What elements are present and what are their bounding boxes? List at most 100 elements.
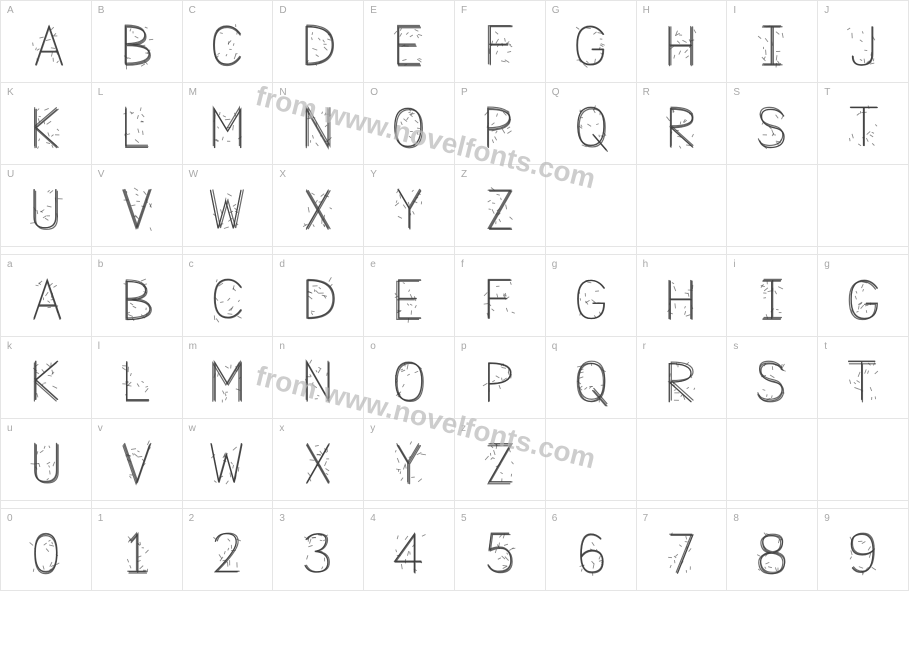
glyph-cell: c — [183, 255, 274, 337]
glyph-cell: 0 — [1, 509, 92, 591]
cell-label: b — [98, 259, 104, 270]
glyph — [387, 21, 431, 71]
cell-label: 7 — [643, 513, 649, 524]
glyph-cell: h — [637, 255, 728, 337]
glyph — [205, 529, 249, 579]
glyph-cell: l — [92, 337, 183, 419]
cell-label: E — [370, 5, 377, 16]
glyph — [478, 21, 522, 71]
glyph-cell: b — [92, 255, 183, 337]
glyph-cell: g — [546, 255, 637, 337]
glyph-cell: f — [455, 255, 546, 337]
cell-label: q — [552, 341, 558, 352]
glyph — [478, 103, 522, 153]
cell-label: k — [7, 341, 12, 352]
spacer-cell — [637, 247, 728, 255]
glyph — [115, 357, 159, 407]
glyph-cell: w — [183, 419, 274, 501]
cell-label: U — [7, 169, 14, 180]
glyph-cell: g — [818, 255, 909, 337]
cell-label: d — [279, 259, 285, 270]
glyph — [115, 439, 159, 489]
cell-label: Q — [552, 87, 560, 98]
glyph-cell: 5 — [455, 509, 546, 591]
cell-label: o — [370, 341, 376, 352]
spacer-cell — [818, 501, 909, 509]
glyph — [659, 21, 703, 71]
glyph-cell: 7 — [637, 509, 728, 591]
glyph-cell — [727, 165, 818, 247]
cell-label: l — [98, 341, 100, 352]
glyph — [569, 275, 613, 325]
glyph — [24, 103, 68, 153]
cell-label: r — [643, 341, 646, 352]
glyph — [296, 439, 340, 489]
spacer-cell — [637, 501, 728, 509]
cell-label: e — [370, 259, 376, 270]
glyph-cell: T — [818, 83, 909, 165]
spacer-cell — [455, 247, 546, 255]
glyph — [569, 21, 613, 71]
glyph-cell: x — [273, 419, 364, 501]
cell-label: Z — [461, 169, 467, 180]
cell-label: u — [7, 423, 13, 434]
glyph-cell: r — [637, 337, 728, 419]
glyph — [478, 439, 522, 489]
glyph — [296, 21, 340, 71]
glyph — [750, 357, 794, 407]
glyph-cell — [546, 419, 637, 501]
glyph — [841, 357, 885, 407]
cell-label: G — [552, 5, 560, 16]
glyph-cell: 2 — [183, 509, 274, 591]
cell-label: f — [461, 259, 464, 270]
glyph — [205, 103, 249, 153]
cell-label: t — [824, 341, 827, 352]
glyph-cell — [637, 419, 728, 501]
glyph-cell — [637, 165, 728, 247]
glyph-cell: y — [364, 419, 455, 501]
glyph — [115, 529, 159, 579]
cell-label: Y — [370, 169, 377, 180]
glyph-cell: L — [92, 83, 183, 165]
glyph — [659, 275, 703, 325]
glyph-cell: F — [455, 1, 546, 83]
glyph — [24, 529, 68, 579]
cell-label: x — [279, 423, 284, 434]
glyph — [569, 357, 613, 407]
spacer-cell — [92, 501, 183, 509]
glyph — [659, 529, 703, 579]
cell-label: 3 — [279, 513, 285, 524]
cell-label: s — [733, 341, 738, 352]
cell-label: J — [824, 5, 829, 16]
spacer-cell — [1, 501, 92, 509]
glyph — [205, 185, 249, 235]
glyph — [24, 357, 68, 407]
cell-label: m — [189, 341, 197, 352]
cell-label: h — [643, 259, 649, 270]
spacer-cell — [727, 247, 818, 255]
glyph — [478, 185, 522, 235]
glyph-cell: O — [364, 83, 455, 165]
glyph-cell: R — [637, 83, 728, 165]
glyph — [115, 21, 159, 71]
cell-label: c — [189, 259, 194, 270]
glyph-cell: 1 — [92, 509, 183, 591]
glyph — [205, 439, 249, 489]
glyph-cell: K — [1, 83, 92, 165]
glyph-cell: H — [637, 1, 728, 83]
glyph-cell — [727, 419, 818, 501]
glyph — [478, 275, 522, 325]
spacer-cell — [546, 501, 637, 509]
cell-label: N — [279, 87, 286, 98]
glyph-cell: s — [727, 337, 818, 419]
cell-label: 6 — [552, 513, 558, 524]
spacer-cell — [364, 247, 455, 255]
glyph — [205, 357, 249, 407]
glyph-cell: 8 — [727, 509, 818, 591]
cell-label: W — [189, 169, 198, 180]
glyph-cell: G — [546, 1, 637, 83]
cell-label: y — [370, 423, 375, 434]
spacer-cell — [183, 247, 274, 255]
glyph — [296, 103, 340, 153]
glyph — [387, 439, 431, 489]
